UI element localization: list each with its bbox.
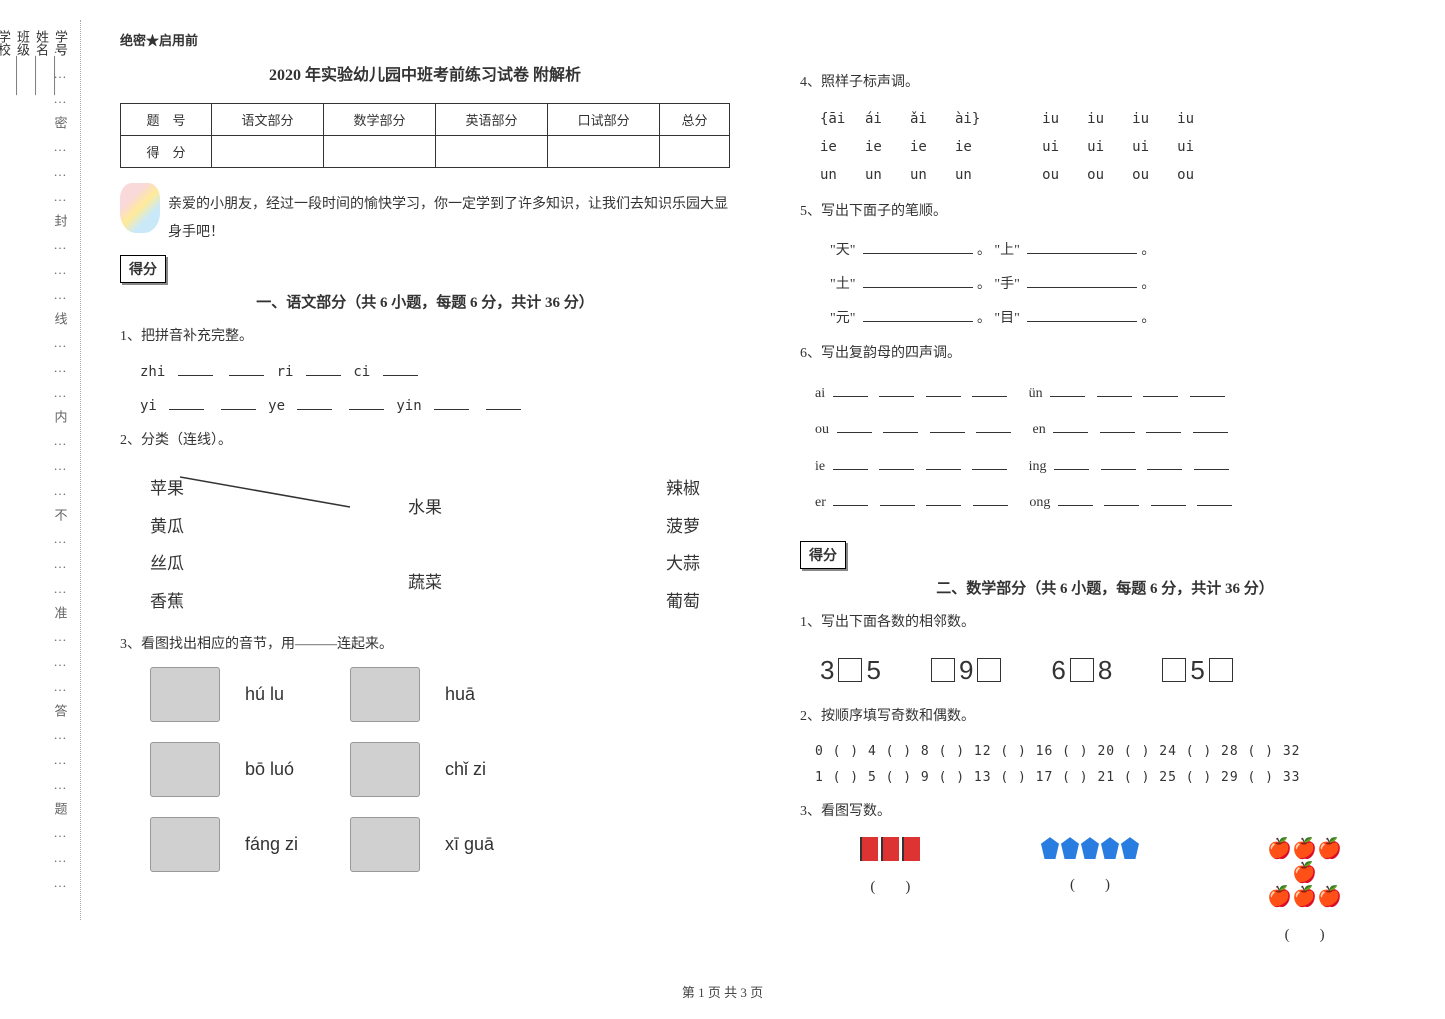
left-column: 绝密★启用前 2020 年实验幼儿园中班考前练习试卷 附解析 题 号 语文部分 … (110, 25, 740, 965)
tone-table: {āiáiǎiài} iuiuiuiu ieieieie uiuiuiui un… (800, 105, 1410, 189)
q6-row: er ong (815, 485, 1410, 521)
mascot-icon (120, 183, 160, 233)
section2-heading: 二、数学部分（共 6 小题，每题 6 分，共计 36 分） (800, 577, 1410, 598)
q6-row: ai ün (815, 376, 1410, 412)
match-col-mid: 水果 蔬菜 (408, 470, 442, 620)
match-line-icon (180, 472, 380, 512)
exam-title: 2020 年实验幼儿园中班考前练习试卷 附解析 (120, 61, 730, 85)
section-header-row: 得分 (120, 255, 730, 283)
score-box: 得分 (800, 541, 846, 569)
table-row: 题 号 语文部分 数学部分 英语部分 口试部分 总分 (121, 104, 730, 136)
matching-exercise: 苹果 黄瓜 丝瓜 香蕉 水果 蔬菜 辣椒 菠萝 大蒜 葡萄 (120, 462, 730, 632)
question-5: 5、写出下面子的笔顺。 (800, 199, 1410, 226)
question-1: 1、把拼音补充完整。 (120, 324, 730, 351)
question-3: 3、看图找出相应的音节，用———连起来。 (120, 632, 730, 659)
math-q3: 3、看图写数。 (800, 799, 1410, 826)
flags-icon (860, 837, 920, 861)
math-q1: 1、写出下面各数的相邻数。 (800, 610, 1410, 637)
section2-header-row: 得分 (800, 541, 1410, 569)
stroke-row: "土" 。 "手" 。 (800, 273, 1410, 293)
math-q2: 2、按顺序填写奇数和偶数。 (800, 704, 1410, 731)
even-sequence: 0 ( ) 4 ( ) 8 ( ) 12 ( ) 16 ( ) 20 ( ) 2… (800, 739, 1410, 765)
q1-line1: zhi ri ci (120, 359, 730, 386)
img-match-block: hú lu huā bō luó chǐ zi fáng zi xī guā (120, 667, 730, 872)
ruler-icon (350, 817, 420, 872)
binding-fields: 学号______ 姓名______ 班级______ 学校______ (50, 30, 70, 910)
binding-dotted-line (80, 20, 81, 920)
question-2: 2、分类（连线）。 (120, 428, 730, 455)
img-match-row: hú lu huā (150, 667, 730, 722)
flower-icon (350, 742, 420, 797)
apples-item: 🍎🍎🍎🍎🍎🍎🍎 ( ) (1260, 837, 1350, 944)
img-match-row: bō luó chǐ zi (150, 742, 730, 797)
intro-row: 亲爱的小朋友，经过一段时间的愉快学习，你一定学到了许多知识，让我们去知识乐园大显… (120, 183, 730, 247)
butterflies-icon (1041, 837, 1139, 859)
page-content: 绝密★启用前 2020 年实验幼儿园中班考前练习试卷 附解析 题 号 语文部分 … (110, 25, 1420, 965)
odd-sequence: 1 ( ) 5 ( ) 9 ( ) 13 ( ) 17 ( ) 21 ( ) 2… (800, 765, 1410, 791)
pineapple-icon (150, 667, 220, 722)
question-6: 6、写出复韵母的四声调。 (800, 341, 1410, 368)
q6-row: ou en (815, 412, 1410, 448)
tone-row: {āiáiǎiài} iuiuiuiu (820, 105, 1410, 133)
flags-item: ( ) (860, 837, 920, 944)
score-table: 题 号 语文部分 数学部分 英语部分 口试部分 总分 得 分 (120, 103, 730, 168)
section1-heading: 一、语文部分（共 6 小题，每题 6 分，共计 36 分） (120, 291, 730, 312)
watermelon-icon (350, 667, 420, 722)
neighbor-numbers: 35 9 68 5 (800, 645, 1410, 704)
q1-line2: yi ye yin (120, 393, 730, 420)
apples-icon: 🍎🍎🍎🍎🍎🍎🍎 (1260, 837, 1350, 909)
page-footer: 第 1 页 共 3 页 (0, 982, 1445, 1001)
stroke-row: "元" 。 "目" 。 (800, 307, 1410, 327)
score-box: 得分 (120, 255, 166, 283)
q6-row: ie ing (815, 449, 1410, 485)
tone-row: unununun ouououou (820, 161, 1410, 189)
stroke-row: "天" 。 "上" 。 (800, 239, 1410, 259)
right-column: 4、照样子标声调。 {āiáiǎiài} iuiuiuiu ieieieie u… (790, 25, 1420, 965)
tone-row: ieieieie uiuiuiui (820, 133, 1410, 161)
table-row: 得 分 (121, 136, 730, 168)
match-col-left: 苹果 黄瓜 丝瓜 香蕉 (150, 470, 184, 620)
intro-text: 亲爱的小朋友，经过一段时间的愉快学习，你一定学到了许多知识，让我们去知识乐园大显… (168, 183, 730, 247)
q6-block: ai ün ou en ie ing er ong (800, 376, 1410, 522)
question-4: 4、照样子标声调。 (800, 70, 1410, 97)
butterflies-item: ( ) (1041, 837, 1139, 944)
house-icon (150, 742, 220, 797)
match-col-right: 辣椒 菠萝 大蒜 葡萄 (666, 470, 700, 620)
gourd-icon (150, 817, 220, 872)
confidential-label: 绝密★启用前 (120, 30, 730, 49)
img-match-row: fáng zi xī guā (150, 817, 730, 872)
picture-count-row: ( ) ( ) 🍎🍎🍎🍎🍎🍎🍎 ( ) (800, 837, 1410, 944)
